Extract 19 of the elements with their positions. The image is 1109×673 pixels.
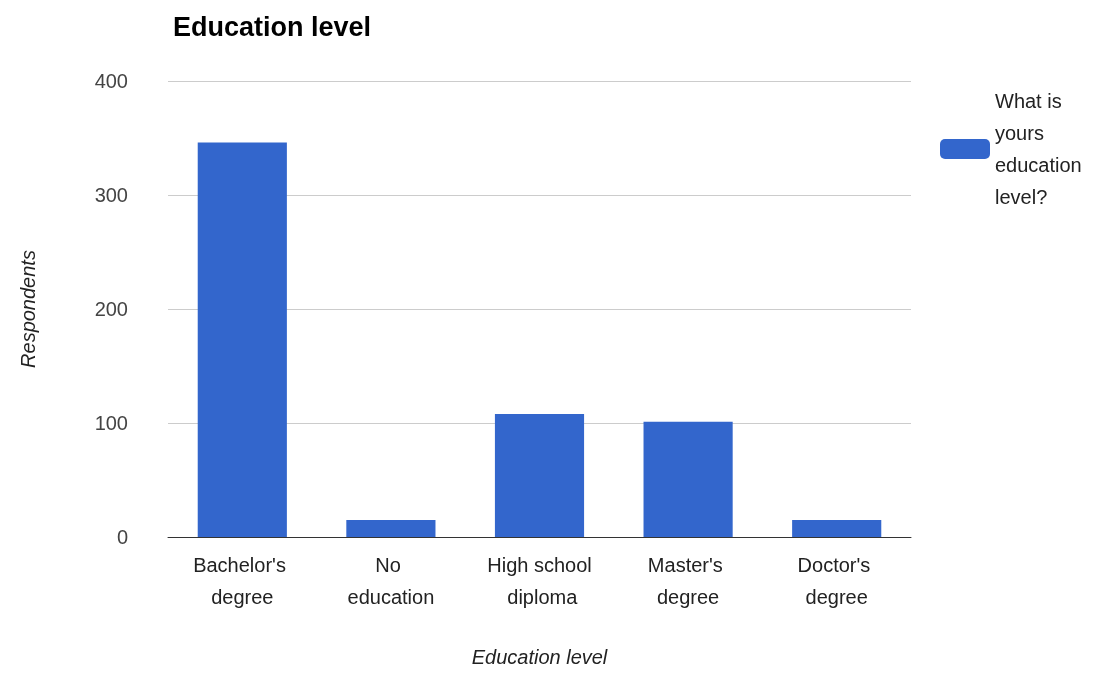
y-tick-label: 300 [94, 184, 128, 206]
x-tick-label: Master's degree [647, 554, 729, 608]
y-axis-title: Respondents [17, 250, 39, 368]
bar [494, 413, 585, 537]
x-tick-label: No education [347, 554, 435, 608]
y-tick-label: 0 [116, 526, 128, 548]
bar [643, 421, 733, 537]
legend-label: What is yours education level? [995, 90, 1088, 208]
y-tick-label: 200 [94, 298, 128, 320]
bar [197, 142, 287, 537]
x-tick-label: Bachelor's degree [193, 554, 292, 608]
x-tick-label: Doctor's degree [797, 554, 876, 608]
x-tick-label: High school diploma [487, 554, 592, 608]
x-axis-title: Education level [471, 646, 608, 668]
bar [346, 519, 436, 537]
bar [792, 519, 882, 537]
y-tick-label: 100 [94, 412, 128, 434]
chart-title: Education level [173, 11, 372, 42]
y-tick-label: 400 [94, 70, 128, 92]
